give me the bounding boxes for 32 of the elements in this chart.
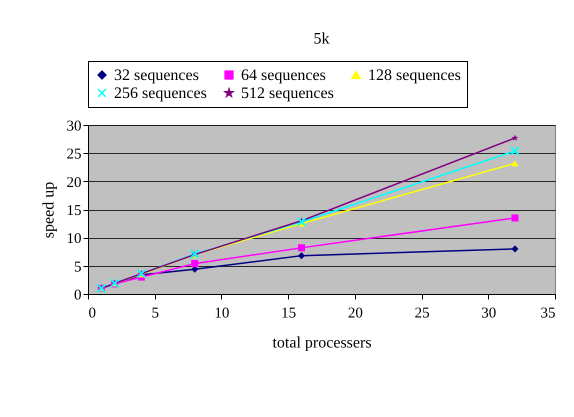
point	[511, 214, 519, 222]
point	[298, 252, 306, 260]
y-tick-label: 30	[66, 118, 82, 134]
y-tick-label: 0	[74, 288, 82, 304]
x-tick-label: 5	[151, 306, 159, 322]
legend-label: 128 sequences	[368, 67, 461, 84]
chart-title: 5k	[314, 30, 330, 48]
x-tick-label: 20	[348, 306, 363, 322]
point	[191, 260, 198, 268]
point	[512, 134, 518, 141]
x-tick-label: 30	[481, 306, 496, 322]
y-tick-label: 10	[66, 231, 82, 248]
x-axis-title: total processers	[272, 334, 372, 352]
point	[511, 160, 519, 166]
x-tick-label: 35	[540, 306, 556, 322]
legend-label: 512 sequences	[241, 85, 334, 102]
point	[296, 217, 306, 227]
y-tick-label: 25	[66, 146, 82, 163]
y-tick-label: 20	[66, 174, 82, 191]
point	[510, 146, 520, 156]
x-tick-label: 15	[281, 306, 296, 322]
x-tick-label: 25	[414, 306, 430, 322]
y-tick-label: 5	[74, 259, 82, 276]
x-tick-label: 10	[214, 306, 230, 322]
y-tick-label: 15	[66, 203, 82, 219]
legend-label: 64 sequences	[241, 67, 326, 84]
point	[511, 245, 519, 252]
legend-label: 32 sequences	[114, 67, 199, 84]
point	[298, 244, 306, 252]
legend-label: 256 sequences	[114, 85, 207, 102]
x-tick-label: 0	[88, 306, 96, 322]
y-axis-title: speed up	[40, 182, 58, 238]
